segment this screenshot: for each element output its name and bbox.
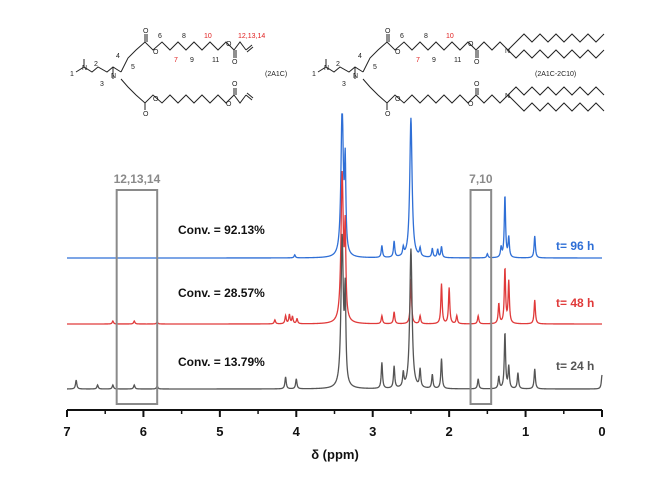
mol-left-o8: O bbox=[232, 81, 238, 88]
mol-right-pos-2: 2 bbox=[336, 61, 340, 68]
conversion-label-24h: Conv. = 13.79% bbox=[178, 355, 265, 369]
x-tick-label-2: 2 bbox=[446, 424, 453, 439]
mol-left-red-10: 10 bbox=[204, 33, 212, 40]
mol-right-o2: O bbox=[395, 49, 401, 56]
molecule-2a1c-2c10-structure: 1 2 3 4 5 6 8 9 11 7 10 N N N N O O O O … bbox=[312, 28, 605, 118]
x-tick-label-6: 6 bbox=[140, 424, 147, 439]
mol-left-o4: O bbox=[232, 59, 238, 66]
mol-right-name-tag: (2A1C-2C10) bbox=[535, 71, 576, 78]
mol-right-red-7: 7 bbox=[416, 57, 420, 64]
mol-left-red-12-13-14: 12,13,14 bbox=[238, 33, 265, 40]
mol-right-n4: N bbox=[505, 93, 510, 100]
x-tick-label-7: 7 bbox=[63, 424, 70, 439]
mol-left-n1: N bbox=[82, 65, 87, 72]
mol-right-n2: N bbox=[353, 73, 358, 80]
mol-right-o8: O bbox=[474, 81, 480, 88]
mol-right-pos-11: 11 bbox=[454, 57, 461, 64]
x-axis: 7 6 5 4 3 2 1 0 bbox=[63, 409, 606, 439]
mol-right-red-10: 10 bbox=[446, 33, 454, 40]
mol-left-pos-3: 3 bbox=[100, 81, 104, 88]
mol-left-pos-6: 6 bbox=[158, 33, 162, 40]
mol-right-pos-3: 3 bbox=[342, 81, 346, 88]
mol-right-o1: O bbox=[385, 28, 391, 35]
mol-right-pos-1: 1 bbox=[312, 71, 316, 78]
mol-right-o6: O bbox=[395, 96, 401, 103]
mol-right-n3: N bbox=[505, 48, 510, 55]
annotation-label-12-13-14: 12,13,14 bbox=[114, 172, 161, 186]
spectrum-trace-96h bbox=[67, 113, 602, 259]
mol-left-red-7: 7 bbox=[174, 57, 178, 64]
annotation-box-7-10 bbox=[469, 189, 493, 405]
spectra-group bbox=[66, 113, 603, 390]
x-tick-label-5: 5 bbox=[216, 424, 223, 439]
mol-right-pos-6: 6 bbox=[400, 33, 404, 40]
molecule-2a1c-structure: 1 2 3 4 5 6 8 9 11 7 10 12,13,14 N N O O… bbox=[70, 28, 287, 118]
mol-right-o7: O bbox=[468, 101, 474, 108]
mol-right-pos-4: 4 bbox=[358, 53, 362, 60]
mol-right-o5: O bbox=[385, 111, 391, 118]
x-tick-label-0: 0 bbox=[598, 424, 605, 439]
mol-left-pos-9: 9 bbox=[190, 57, 194, 64]
conversion-label-96h: Conv. = 92.13% bbox=[178, 223, 265, 237]
x-tick-label-1: 1 bbox=[522, 424, 529, 439]
mol-right-pos-8: 8 bbox=[424, 33, 428, 40]
mol-left-o6: O bbox=[153, 96, 159, 103]
mol-left-o3: O bbox=[226, 41, 232, 48]
mol-left-name-tag: (2A1C) bbox=[265, 71, 287, 78]
spectrum-trace-48h bbox=[67, 170, 602, 325]
mol-left-n2: N bbox=[111, 73, 116, 80]
mol-left-o5: O bbox=[143, 111, 149, 118]
conversion-label-48h: Conv. = 28.57% bbox=[178, 286, 265, 300]
mol-right-n1: N bbox=[324, 65, 329, 72]
mol-right-o4: O bbox=[474, 59, 480, 66]
mol-right-pos-5: 5 bbox=[373, 64, 377, 71]
x-tick-label-4: 4 bbox=[293, 424, 301, 439]
series-label-96h: t= 96 h bbox=[556, 239, 594, 253]
mol-left-pos-8: 8 bbox=[182, 33, 186, 40]
mol-left-pos-1: 1 bbox=[70, 71, 74, 78]
mol-left-o7: O bbox=[226, 101, 232, 108]
x-axis-title: δ (ppm) bbox=[311, 447, 359, 462]
series-label-48h: t= 48 h bbox=[556, 296, 594, 310]
x-tick-label-3: 3 bbox=[369, 424, 376, 439]
annotation-label-7-10: 7,10 bbox=[469, 172, 493, 186]
mol-right-o3: O bbox=[468, 41, 474, 48]
mol-left-pos-4: 4 bbox=[116, 53, 120, 60]
mol-right-pos-9: 9 bbox=[432, 57, 436, 64]
mol-left-o1: O bbox=[143, 28, 149, 35]
annotation-box-12-13-14 bbox=[115, 189, 159, 405]
spectrum-trace-24h bbox=[66, 233, 603, 390]
mol-left-pos-11: 11 bbox=[212, 57, 219, 64]
mol-left-pos-2: 2 bbox=[94, 61, 98, 68]
mol-left-pos-5: 5 bbox=[131, 64, 135, 71]
mol-left-o2: O bbox=[153, 49, 159, 56]
series-label-24h: t= 24 h bbox=[556, 359, 594, 373]
